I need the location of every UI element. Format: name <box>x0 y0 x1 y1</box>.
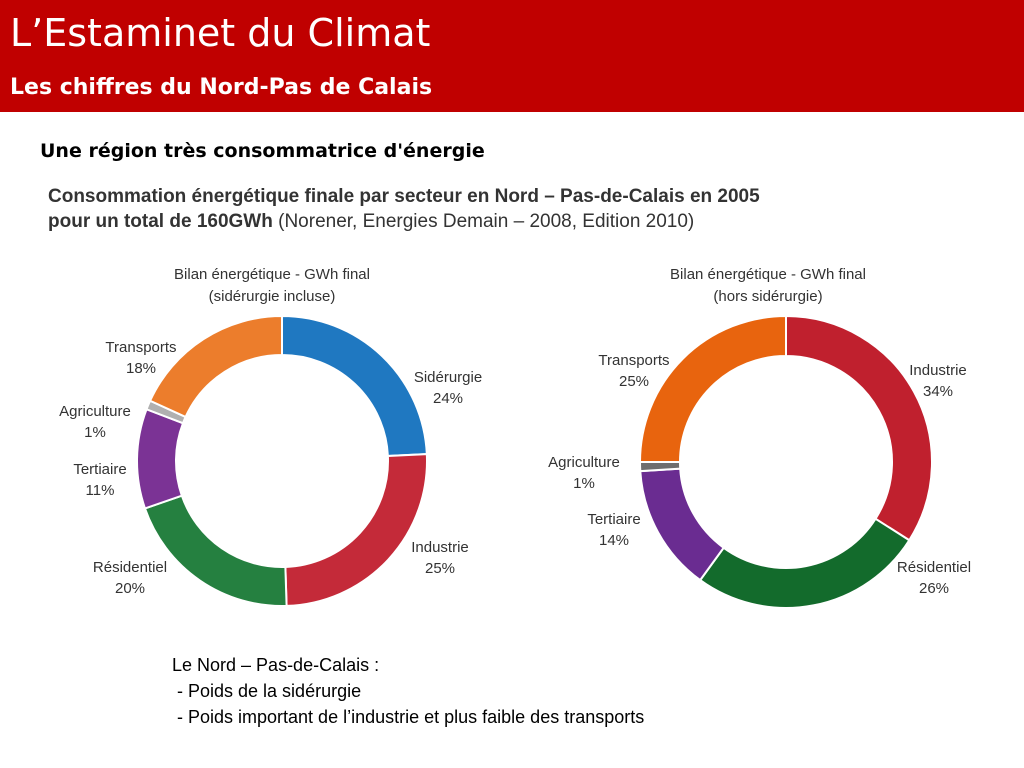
chart-heading: Consommation énergétique finale par sect… <box>48 184 760 234</box>
slice-value-industrie: 25% <box>425 560 455 577</box>
slice-label-industrie: Industrie <box>411 539 469 556</box>
slide-subtitle: Les chiffres du Nord-Pas de Calais <box>10 75 433 100</box>
slice-value-agriculture: 1% <box>573 475 595 492</box>
donut-slice-siderurgie <box>281 314 428 458</box>
slice-value-tertiaire: 14% <box>599 532 629 549</box>
slide-headline: Une région très consommatrice d'énergie <box>40 140 485 162</box>
donut-charts: Bilan énergétique - GWh final (sidérurgie… <box>59 266 971 609</box>
donut-slice-industrie <box>785 314 933 542</box>
note-line: Le Nord – Pas-de-Calais : <box>172 655 380 675</box>
slice-label-residentiel: Résidentiel <box>93 559 167 576</box>
slice-label-industrie: Industrie <box>909 362 967 379</box>
slice-value-residentiel: 20% <box>115 580 145 597</box>
note-line: - Poids de la sidérurgie <box>172 681 362 701</box>
slide-title: L’Estaminet du Climat <box>10 11 431 55</box>
slice-value-agriculture: 1% <box>84 424 106 441</box>
note-line: - Poids important de l’industrie et plus… <box>172 707 645 727</box>
donut-slice-transports <box>638 314 787 463</box>
donut-slice-transports <box>148 314 283 419</box>
slice-label-siderurgie: Sidérurgie <box>414 369 482 386</box>
chart-title-line: Bilan énergétique - GWh final <box>670 266 866 283</box>
slice-value-siderurgie: 24% <box>433 390 463 407</box>
slice-label-residentiel: Résidentiel <box>897 559 971 576</box>
summary-notes: Le Nord – Pas-de-Calais : - Poids de la … <box>172 652 644 730</box>
donut-slice-residentiel <box>698 517 911 609</box>
slice-label-agriculture: Agriculture <box>59 403 131 420</box>
slide-header: L’Estaminet du Climat Les chiffres du No… <box>0 0 1024 112</box>
slice-label-transports: Transports <box>105 339 176 356</box>
chart-title-line: (hors sidérurgie) <box>713 288 822 305</box>
slice-value-transports: 25% <box>619 373 649 390</box>
slice-value-residentiel: 26% <box>919 580 949 597</box>
slice-label-agriculture: Agriculture <box>548 454 620 471</box>
chart-title-line: Bilan énergétique - GWh final <box>174 266 370 283</box>
donut-slice-industrie <box>284 453 428 607</box>
slice-value-tertiaire: 11% <box>86 482 115 499</box>
slice-label-tertiaire: Tertiaire <box>73 461 126 478</box>
chart-heading-source: (Norener, Energies Demain – 2008, Editio… <box>272 211 695 232</box>
chart-heading-bold: Consommation énergétique finale par sect… <box>48 186 760 232</box>
slice-label-tertiaire: Tertiaire <box>587 511 640 528</box>
donut-slice-tertiaire <box>136 407 185 510</box>
slice-value-transports: 18% <box>126 360 156 377</box>
slice-value-industrie: 34% <box>923 383 953 400</box>
donut-slice-residentiel <box>143 494 288 607</box>
chart-title-line: (sidérurgie incluse) <box>209 288 336 305</box>
slice-label-transports: Transports <box>598 352 669 369</box>
donut-slice-agriculture <box>638 461 682 473</box>
donut-slice-tertiaire <box>639 467 726 582</box>
